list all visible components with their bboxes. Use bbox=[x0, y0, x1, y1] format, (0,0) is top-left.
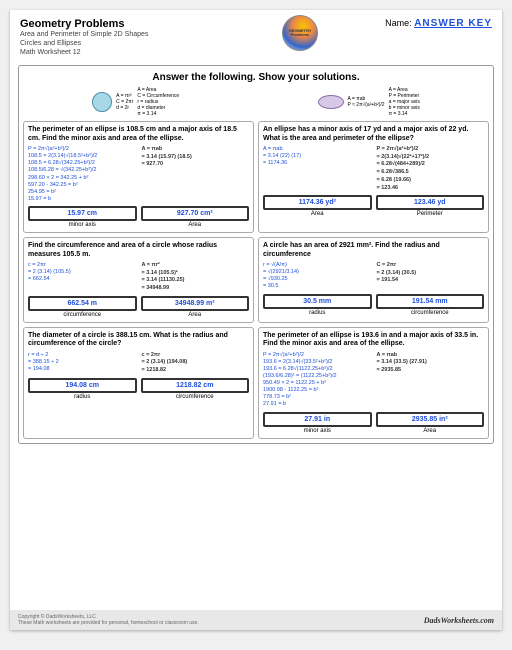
answer-value: 194.08 cm bbox=[28, 378, 137, 393]
answer: 1218.82 cmcircumference bbox=[141, 378, 250, 400]
answers: 194.08 cmradius1218.82 cmcircumference bbox=[28, 378, 249, 400]
work: P = 2π√(a²+b²)/2 193.6 = 2(3.14)√(33.5²+… bbox=[263, 352, 484, 409]
answer-value: 191.54 mm bbox=[376, 294, 485, 309]
answer-value: 1218.82 cm bbox=[141, 378, 250, 393]
answer: 30.5 mmradius bbox=[263, 294, 372, 316]
logo: GEOMETRY Problems bbox=[282, 15, 322, 55]
footer-logo: DadsWorksheets.com bbox=[424, 616, 494, 625]
answers: 1174.36 yd²Area123.46 ydPerimeter bbox=[263, 195, 484, 217]
answers: 27.91 inminor axis2935.85 in²Area bbox=[263, 412, 484, 434]
subtitle-3: Math Worksheet 12 bbox=[20, 48, 492, 57]
work-left: r = √(A/π) = √(2921/3.14) = √930.25 = 30… bbox=[263, 262, 371, 291]
worksheet-page: Geometry Problems Area and Perimeter of … bbox=[10, 10, 502, 630]
prompt: A circle has an area of 2921 mm². Find t… bbox=[263, 242, 484, 259]
work: r = d ÷ 2 = 388.15 ÷ 2 = 194.08 c = 2πr … bbox=[28, 352, 249, 375]
answer-label: Area bbox=[141, 222, 250, 228]
name-field: Name: ANSWER KEY bbox=[385, 18, 492, 29]
answers: 15.97 cmminor axis927.70 cm²Area bbox=[28, 206, 249, 228]
work: r = √(A/π) = √(2921/3.14) = √930.25 = 30… bbox=[263, 262, 484, 291]
work-right: C = 2πr = 2 (3.14) (30.5) = 191.54 bbox=[377, 262, 485, 291]
answer-label: circumference bbox=[141, 394, 250, 400]
header: Geometry Problems Area and Perimeter of … bbox=[10, 10, 502, 65]
answer: 194.08 cmradius bbox=[28, 378, 137, 400]
work-right: A = πab = 3.14 (33.5) (27.91) = 2935.85 bbox=[377, 352, 485, 409]
answer-label: circumference bbox=[28, 312, 137, 318]
answer-label: Area bbox=[376, 428, 485, 434]
answer: 1174.36 yd²Area bbox=[263, 195, 372, 217]
answer: 34948.99 m²Area bbox=[141, 296, 250, 318]
work-left: r = d ÷ 2 = 388.15 ÷ 2 = 194.08 bbox=[28, 352, 136, 375]
prompt: The perimeter of an ellipse is 108.5 cm … bbox=[28, 126, 249, 143]
answer-label: Area bbox=[141, 312, 250, 318]
content: Answer the following. Show your solution… bbox=[18, 65, 494, 443]
answer: 662.54 mcircumference bbox=[28, 296, 137, 318]
work-left: P = 2π√(a²+b²)/2 193.6 = 2(3.14)√(33.5²+… bbox=[263, 352, 371, 409]
work: A = πab = 3.14 (22) (17) = 1174.36 P = 2… bbox=[263, 146, 484, 192]
answer: 927.70 cm²Area bbox=[141, 206, 250, 228]
answer-value: 2935.85 in² bbox=[376, 412, 485, 427]
answers: 30.5 mmradius191.54 mmcircumference bbox=[263, 294, 484, 316]
work: c = 2πr = 2 (3.14) (105.5) = 662.54 A = … bbox=[28, 262, 249, 293]
answer-value: 30.5 mm bbox=[263, 294, 372, 309]
footer: Copyright © DadsWorksheets, LLC These Ma… bbox=[10, 610, 502, 630]
work-right: P = 2π√(a²+b²)/2 = 2(3.14)√(22²+17²)/2 =… bbox=[377, 146, 485, 192]
problem: An ellipse has a minor axis of 17 yd and… bbox=[258, 121, 489, 233]
problem: A circle has an area of 2921 mm². Find t… bbox=[258, 237, 489, 323]
formula-reference: A = πr² C = 2πr d = 2r A = Area C = Circ… bbox=[23, 87, 489, 117]
answer-value: 1174.36 yd² bbox=[263, 195, 372, 210]
answer-value: 123.46 yd bbox=[376, 195, 485, 210]
answer: 15.97 cmminor axis bbox=[28, 206, 137, 228]
answer-value: 15.97 cm bbox=[28, 206, 137, 221]
instruction: Answer the following. Show your solution… bbox=[23, 72, 489, 83]
footer-note: These Math worksheets are provided for p… bbox=[18, 620, 199, 626]
answer-value: 927.70 cm² bbox=[141, 206, 250, 221]
answer-label: minor axis bbox=[263, 428, 372, 434]
subtitle-2: Circles and Ellipses bbox=[20, 39, 492, 48]
work-right: A = πab = 3.14 (15.97) (18.5) = 927.70 bbox=[142, 146, 250, 203]
problem: The perimeter of an ellipse is 193.6 in … bbox=[258, 327, 489, 439]
problem: The perimeter of an ellipse is 108.5 cm … bbox=[23, 121, 254, 233]
problem: Find the circumference and area of a cir… bbox=[23, 237, 254, 323]
answer-label: minor axis bbox=[28, 222, 137, 228]
answer-label: radius bbox=[28, 394, 137, 400]
answer: 27.91 inminor axis bbox=[263, 412, 372, 434]
answer-label: circumference bbox=[376, 310, 485, 316]
problems-grid: The perimeter of an ellipse is 108.5 cm … bbox=[23, 121, 489, 438]
answer-label: Area bbox=[263, 211, 372, 217]
work-left: A = πab = 3.14 (22) (17) = 1174.36 bbox=[263, 146, 371, 192]
circle-formula: A = πr² C = 2πr d = 2r A = Area C = Circ… bbox=[92, 87, 179, 117]
answer: 123.46 ydPerimeter bbox=[376, 195, 485, 217]
ellipse-formula: A = πab P ≈ 2π√(a²+b²)/2 A = Area P = Pe… bbox=[318, 87, 420, 117]
work-right: A = πr² = 3.14 (105.5)² = 3.14 (11130.25… bbox=[142, 262, 250, 293]
prompt: An ellipse has a minor axis of 17 yd and… bbox=[263, 126, 484, 143]
prompt: The diameter of a circle is 388.15 cm. W… bbox=[28, 332, 249, 349]
work-left: P = 2π√(a²+b²)/2 108.5 = 2(3.14)√(18.5²+… bbox=[28, 146, 136, 203]
work-left: c = 2πr = 2 (3.14) (105.5) = 662.54 bbox=[28, 262, 136, 293]
answer-label: Perimeter bbox=[376, 211, 485, 217]
subtitle-1: Area and Perimeter of Simple 2D Shapes bbox=[20, 30, 492, 39]
answer-value: 34948.99 m² bbox=[141, 296, 250, 311]
prompt: The perimeter of an ellipse is 193.6 in … bbox=[263, 332, 484, 349]
answers: 662.54 mcircumference34948.99 m²Area bbox=[28, 296, 249, 318]
ellipse-icon bbox=[318, 95, 344, 109]
answer-value: 27.91 in bbox=[263, 412, 372, 427]
work-right: c = 2πr = 2 (3.14) (194.08) = 1218.82 bbox=[142, 352, 250, 375]
circle-icon bbox=[92, 92, 112, 112]
answer-label: radius bbox=[263, 310, 372, 316]
answer-value: 662.54 m bbox=[28, 296, 137, 311]
answer: 191.54 mmcircumference bbox=[376, 294, 485, 316]
work: P = 2π√(a²+b²)/2 108.5 = 2(3.14)√(18.5²+… bbox=[28, 146, 249, 203]
problem: The diameter of a circle is 388.15 cm. W… bbox=[23, 327, 254, 439]
answer: 2935.85 in²Area bbox=[376, 412, 485, 434]
prompt: Find the circumference and area of a cir… bbox=[28, 242, 249, 259]
answer-key: ANSWER KEY bbox=[414, 18, 492, 29]
